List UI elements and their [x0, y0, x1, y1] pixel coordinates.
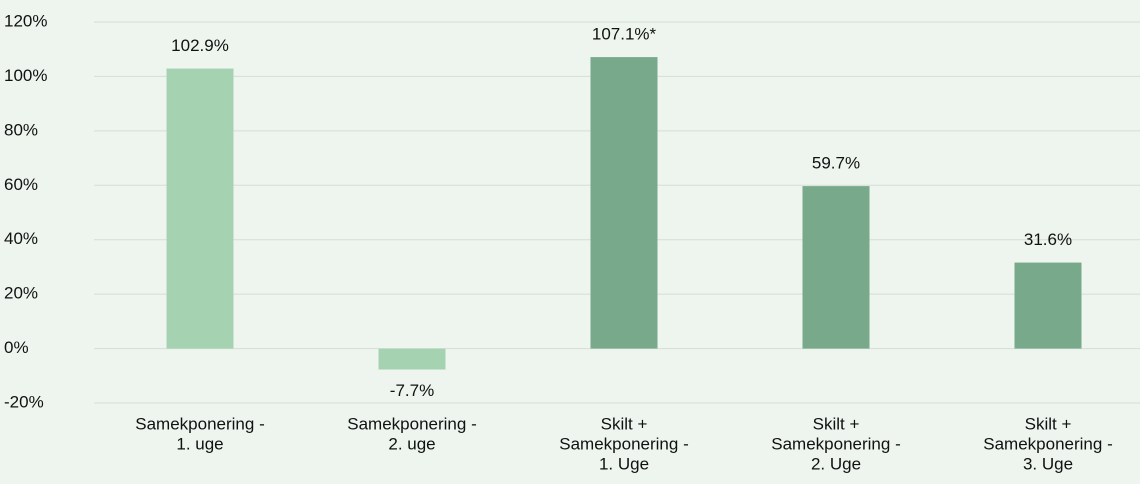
- x-tick-label: Samekponering -: [983, 434, 1112, 453]
- x-tick-label: Skilt +: [601, 414, 648, 433]
- y-tick-label: 80%: [4, 120, 38, 139]
- data-label: 102.9%: [171, 36, 229, 55]
- x-tick-label: 1. uge: [176, 434, 223, 453]
- data-label: -7.7%: [390, 381, 434, 400]
- y-tick-label: 20%: [4, 284, 38, 303]
- bar: [166, 68, 234, 349]
- y-tick-label: 60%: [4, 175, 38, 194]
- x-tick-label: Samekponering -: [771, 434, 900, 453]
- bar: [378, 348, 446, 370]
- bar: [590, 57, 658, 349]
- bar: [1014, 262, 1082, 349]
- x-tick-label: 2. uge: [388, 434, 435, 453]
- x-tick-label: Samekponering -: [135, 414, 264, 433]
- x-tick-label: 3. Uge: [1023, 454, 1073, 473]
- x-tick-label: Samekponering -: [347, 414, 476, 433]
- y-tick-label: 40%: [4, 229, 38, 248]
- x-tick-label: Skilt +: [813, 414, 860, 433]
- data-label: 31.6%: [1024, 230, 1072, 249]
- data-label: 107.1%*: [592, 25, 657, 44]
- y-tick-label: -20%: [4, 392, 44, 411]
- bar: [802, 186, 870, 349]
- y-tick-label: 120%: [4, 11, 47, 30]
- x-tick-label: 1. Uge: [599, 454, 649, 473]
- x-tick-label: Samekponering -: [559, 434, 688, 453]
- y-tick-label: 0%: [4, 338, 29, 357]
- data-label: 59.7%: [812, 154, 860, 173]
- y-tick-label: 100%: [4, 66, 47, 85]
- x-tick-label: Skilt +: [1025, 414, 1072, 433]
- x-tick-label: 2. Uge: [811, 454, 861, 473]
